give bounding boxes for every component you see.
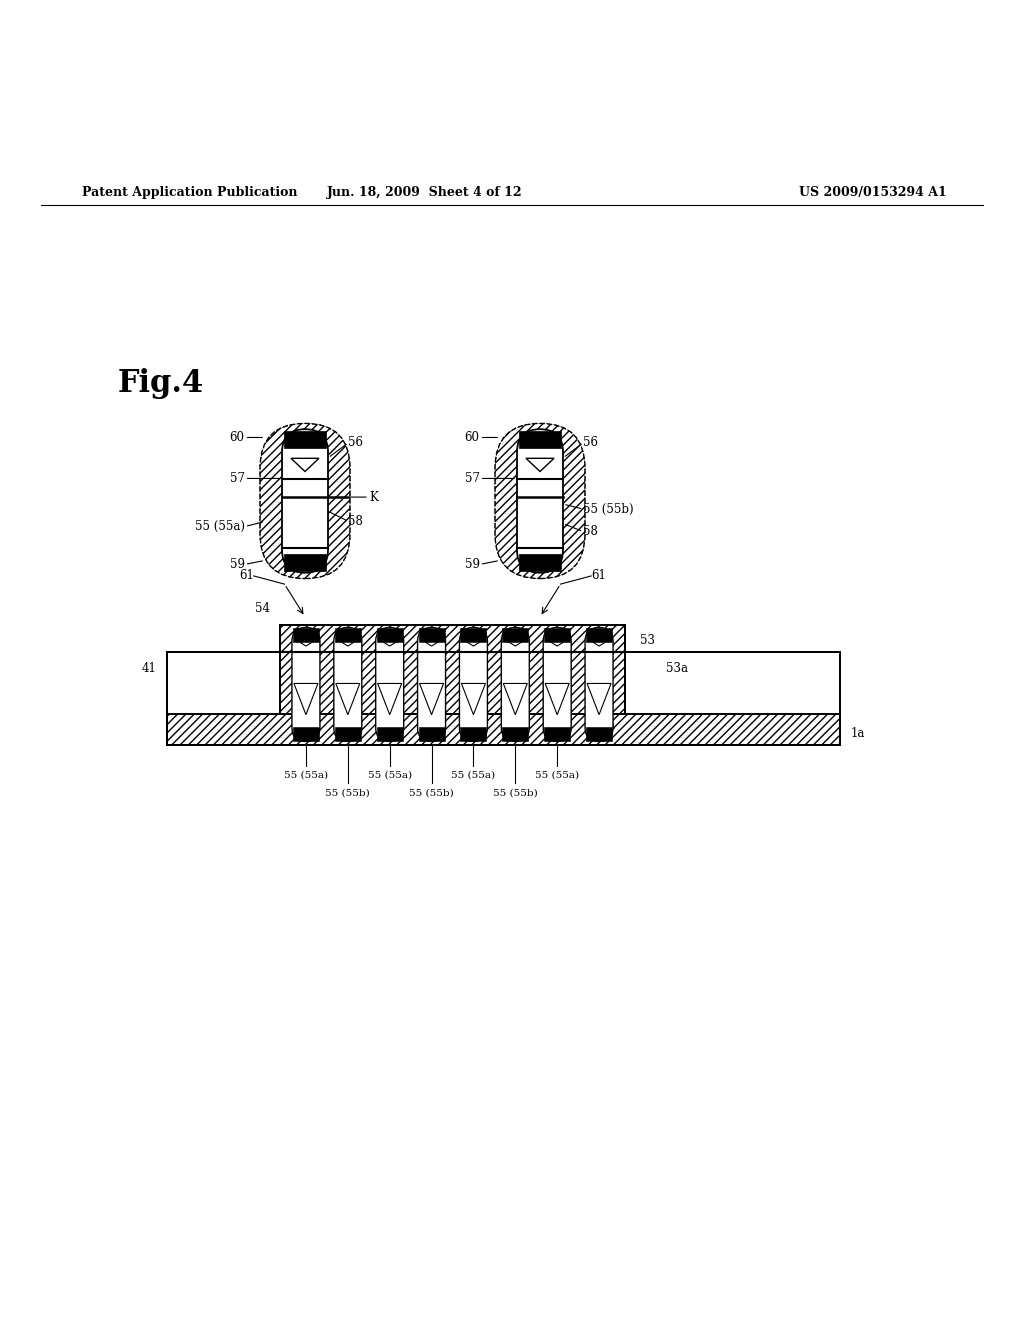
Bar xyxy=(293,727,318,741)
Text: 57: 57 xyxy=(229,473,245,484)
Bar xyxy=(544,727,570,741)
FancyBboxPatch shape xyxy=(418,627,445,742)
FancyBboxPatch shape xyxy=(495,424,585,578)
FancyBboxPatch shape xyxy=(282,429,328,573)
FancyBboxPatch shape xyxy=(460,627,487,742)
Text: 59: 59 xyxy=(465,558,479,572)
Text: 58: 58 xyxy=(348,515,364,528)
Text: 41: 41 xyxy=(142,663,157,676)
Bar xyxy=(503,727,528,741)
Bar xyxy=(519,554,561,572)
Bar xyxy=(419,628,444,642)
Bar xyxy=(167,714,840,746)
Bar xyxy=(461,727,486,741)
Bar xyxy=(335,628,360,642)
Text: 55 (55b): 55 (55b) xyxy=(410,788,454,797)
Text: 55 (55a): 55 (55a) xyxy=(368,771,412,780)
Text: 59: 59 xyxy=(229,558,245,572)
FancyBboxPatch shape xyxy=(517,429,563,573)
Text: 55 (55a): 55 (55a) xyxy=(536,771,580,780)
Bar xyxy=(167,652,280,714)
Text: 56: 56 xyxy=(348,436,364,449)
FancyBboxPatch shape xyxy=(585,627,613,742)
Bar xyxy=(377,628,402,642)
FancyBboxPatch shape xyxy=(376,627,403,742)
FancyBboxPatch shape xyxy=(334,627,361,742)
Text: Fig.4: Fig.4 xyxy=(118,368,204,399)
Bar xyxy=(280,626,625,652)
Text: 54: 54 xyxy=(255,602,269,615)
Text: 55 (55a): 55 (55a) xyxy=(452,771,496,780)
Text: 61: 61 xyxy=(239,569,254,582)
Text: 53: 53 xyxy=(640,634,655,647)
Bar xyxy=(293,628,318,642)
Text: 60: 60 xyxy=(465,432,479,444)
Text: 57: 57 xyxy=(465,473,479,484)
Text: 55 (55b): 55 (55b) xyxy=(584,503,634,516)
Bar xyxy=(586,628,612,642)
Bar xyxy=(284,430,326,447)
Bar xyxy=(586,727,612,741)
Text: 54a: 54a xyxy=(593,719,614,733)
Text: 61: 61 xyxy=(591,569,606,582)
Text: 1a: 1a xyxy=(850,727,864,741)
Bar xyxy=(419,727,444,741)
FancyBboxPatch shape xyxy=(543,627,571,742)
Text: 60: 60 xyxy=(229,432,245,444)
FancyBboxPatch shape xyxy=(502,627,529,742)
Text: 53a: 53a xyxy=(666,663,688,676)
FancyBboxPatch shape xyxy=(292,627,319,742)
Text: 55 (55b): 55 (55b) xyxy=(326,788,371,797)
Text: US 2009/0153294 A1: US 2009/0153294 A1 xyxy=(799,186,946,199)
Text: 55 (55b): 55 (55b) xyxy=(493,788,538,797)
Bar xyxy=(280,652,625,714)
Text: Jun. 18, 2009  Sheet 4 of 12: Jun. 18, 2009 Sheet 4 of 12 xyxy=(327,186,523,199)
Text: 56: 56 xyxy=(584,436,598,449)
Bar xyxy=(377,727,402,741)
Bar xyxy=(625,652,840,714)
Text: 58: 58 xyxy=(584,525,598,539)
Text: Patent Application Publication: Patent Application Publication xyxy=(82,186,297,199)
Bar xyxy=(461,628,486,642)
Bar xyxy=(335,727,360,741)
Bar xyxy=(503,628,528,642)
Bar xyxy=(519,430,561,447)
Bar xyxy=(284,554,326,572)
FancyBboxPatch shape xyxy=(260,424,350,578)
Text: 55 (55a): 55 (55a) xyxy=(284,771,328,780)
Text: K: K xyxy=(369,491,378,504)
Text: 55 (55a): 55 (55a) xyxy=(195,520,245,533)
Bar xyxy=(544,628,570,642)
